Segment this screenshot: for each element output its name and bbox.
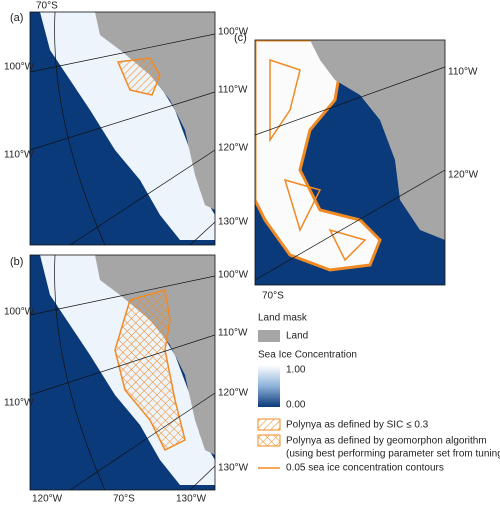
legend-swatch: [257, 434, 281, 447]
colorbar-label: 1.00: [286, 365, 306, 376]
grid-label: 110°W: [448, 67, 478, 78]
grid-label: 120°W: [448, 170, 479, 181]
grid-label: 110°W: [218, 85, 248, 96]
legend-swatch: [257, 418, 281, 431]
panel-label: (a): [10, 12, 23, 24]
legend-label: (using best performing parameter set fro…: [286, 449, 500, 460]
map-b: [30, 255, 215, 490]
colorbar-label: 0.00: [286, 400, 306, 411]
legend-label: 0.05 sea ice concentration contours: [286, 463, 444, 474]
panel-label: (c): [234, 32, 247, 44]
legend-label: Polynya as defined by geomorphon algorit…: [286, 436, 487, 447]
colorbar: [258, 365, 280, 407]
grid-label: 100°W: [4, 307, 35, 318]
map-a: [30, 12, 215, 245]
grid-label: 70°S: [36, 1, 58, 12]
grid-label: 130°W: [218, 463, 249, 474]
grid-label: 120°W: [218, 388, 249, 399]
grid-label: 100°W: [218, 270, 249, 281]
grid-label: 110°W: [218, 328, 248, 339]
grid-label: 130°W: [218, 217, 249, 228]
grid-label: 70°S: [113, 494, 135, 505]
grid-label: 70°S: [262, 291, 284, 302]
legend-label: Polynya as defined by SIC ≤ 0.3: [286, 420, 429, 431]
legend-title: Sea Ice Concentration: [258, 350, 357, 361]
grid-label: 100°W: [218, 27, 249, 38]
legend-title: Land mask: [258, 313, 308, 324]
grid-label: 130°W: [176, 494, 207, 505]
grid-label: 120°W: [218, 143, 249, 154]
map-c: [255, 40, 445, 285]
grid-label: 120°W: [32, 494, 63, 505]
grid-label: 110°W: [4, 398, 34, 409]
grid-label: 110°W: [4, 150, 34, 161]
grid-label: 100°W: [4, 62, 35, 73]
legend: Land mask Land Sea Ice Concentration 1.0…: [257, 313, 500, 474]
panel-label: (b): [10, 256, 23, 268]
legend-label: Land: [286, 331, 308, 342]
legend-swatch: [258, 330, 280, 342]
